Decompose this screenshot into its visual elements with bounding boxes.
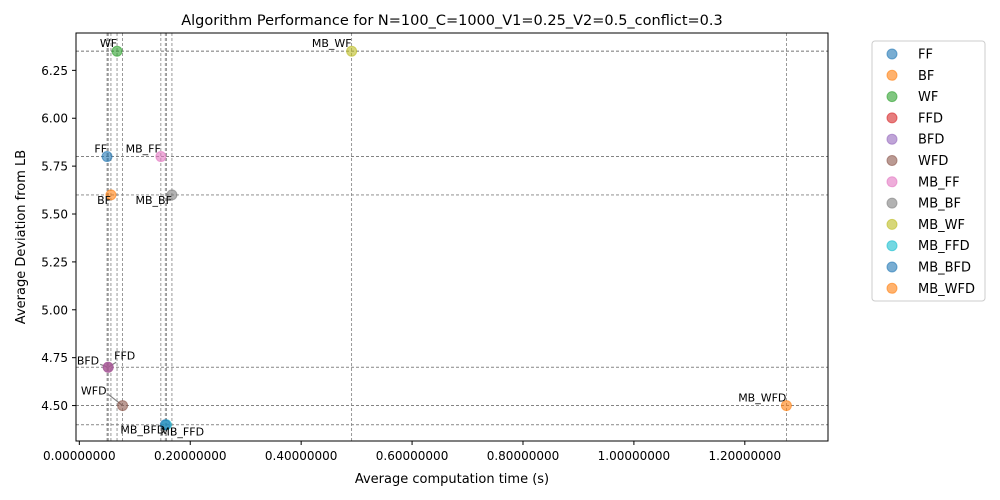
legend-marker — [886, 240, 898, 252]
data-point-mb-bf — [166, 189, 178, 201]
data-point-mb-wfd — [780, 400, 792, 412]
point-label-wf: WF — [100, 37, 117, 50]
y-axis-label: Average Deviation from LB — [14, 150, 29, 324]
y-tick-label: 5.50 — [41, 208, 68, 222]
reference-lines — [76, 33, 828, 441]
legend-marker — [886, 112, 898, 124]
point-label-ffd: FFD — [114, 349, 135, 362]
legend: FF BF WF FFD BFD WFD MB_FF MB_BF MB_WF MB_FFD MB_B… — [871, 40, 986, 302]
x-tick-label: 0.80000000 — [487, 449, 560, 463]
point-label-ff: FF — [94, 143, 107, 156]
data-point-wf — [111, 45, 123, 57]
y-tick-label: 5.75 — [41, 160, 68, 174]
point-label-wfd: WFD — [81, 385, 107, 398]
data-point-bfd — [102, 361, 114, 373]
data-points — [101, 45, 792, 431]
legend-entry-mb-bfd: MB_BFD — [918, 261, 971, 276]
legend-marker — [886, 218, 898, 230]
x-tick-label: 0.00000000 — [43, 449, 116, 463]
point-label-mb-wf: MB_WF — [312, 37, 352, 50]
legend-marker — [886, 133, 898, 145]
legend-marker — [886, 69, 898, 81]
legend-entry-mb-ff: MB_FF — [918, 175, 960, 190]
point-label-mb-bf: MB_BF — [136, 194, 172, 207]
legend-marker — [886, 197, 898, 209]
data-point-bf — [105, 189, 117, 201]
legend-marker — [886, 282, 898, 294]
legend-marker — [886, 48, 898, 60]
legend-entry-wfd: WFD — [918, 154, 948, 169]
y-tick-label: 6.00 — [41, 112, 68, 126]
data-point-ff — [101, 151, 113, 163]
legend-marker — [886, 155, 898, 166]
y-axis-ticks: 4.50 4.75 5.00 5.25 5.50 5.75 6.00 6.25 — [41, 64, 76, 413]
point-label-mb-ff: MB_FF — [126, 143, 161, 156]
legend-entry-mb-wf: MB_WF — [918, 218, 965, 233]
x-tick-label: 1.20000000 — [709, 449, 782, 463]
legend-entry-bfd: BFD — [918, 133, 944, 148]
data-point-mb-bfd — [159, 419, 171, 431]
x-axis-label: Average computation time (s) — [355, 472, 549, 487]
legend-marker — [886, 176, 898, 188]
y-tick-label: 5.00 — [41, 303, 68, 317]
data-point-mb-wf — [346, 45, 358, 57]
x-tick-label: 1.00000000 — [598, 449, 671, 463]
x-tick-label: 0.60000000 — [376, 449, 449, 463]
point-labels: FF BF WF FFD BFD WFD MB_FF MB_BF MB_WF MB_FFDMB_B… — [77, 37, 787, 439]
legend-entry-ffd: FFD — [918, 111, 943, 126]
legend-entry-mb-ffd: MB_FFD — [918, 239, 970, 254]
y-tick-label: 5.25 — [41, 255, 68, 269]
data-point-mb-ff — [155, 151, 167, 163]
legend-entry-ff: FF — [918, 48, 933, 63]
point-label-bfd: BFD — [77, 354, 99, 367]
plot-frame — [75, 32, 829, 442]
legend-entry-mb-wfd: MB_WFD — [918, 282, 975, 297]
x-axis-ticks: 0.00000000 0.20000000 0.40000000 0.60000000… — [43, 441, 781, 463]
x-tick-label: 0.40000000 — [265, 449, 338, 463]
point-label-mb-ffd: MB_FFD — [160, 426, 204, 439]
legend-entry-bf: BF — [918, 69, 934, 84]
point-label-mb-bfd: MB_BFD — [120, 424, 165, 437]
y-tick-label: 4.50 — [41, 399, 68, 413]
point-label-bf: BF — [97, 194, 111, 207]
point-label-mb-wfd: MB_WFD — [738, 392, 786, 405]
y-tick-label: 4.75 — [41, 351, 68, 365]
legend-box — [871, 40, 986, 302]
legend-marker — [886, 91, 898, 103]
data-point-wfd — [117, 400, 129, 412]
legend-entry-wf: WF — [918, 90, 938, 105]
x-tick-label: 0.20000000 — [154, 449, 227, 463]
legend-marker — [886, 261, 898, 273]
chart-title: Algorithm Performance for N=100_C=1000_V… — [181, 13, 723, 29]
legend-entry-mb-bf: MB_BF — [918, 197, 961, 212]
y-tick-label: 6.25 — [41, 64, 68, 78]
